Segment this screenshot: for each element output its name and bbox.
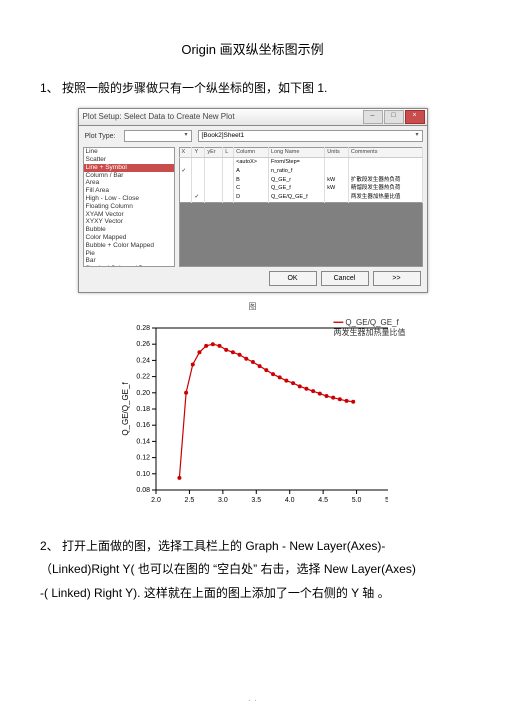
table-row[interactable]: ✓An_ratio_f — [179, 167, 422, 176]
svg-text:2.5: 2.5 — [184, 497, 194, 504]
svg-text:0.18: 0.18 — [136, 406, 150, 413]
chart: ━━ Q_GE/Q_GE_f 两发生器加热量比值 0.080.100.120.1… — [118, 320, 388, 515]
chart-legend: ━━ Q_GE/Q_GE_f 两发生器加热量比值 — [334, 318, 406, 337]
cancel-button[interactable]: Cancel — [321, 271, 369, 286]
table-header: yEr — [205, 148, 223, 158]
plot-type-item[interactable]: XYXY Vector — [84, 218, 174, 226]
plot-type-dropdown[interactable]: ▾ — [124, 130, 192, 142]
svg-text:3.0: 3.0 — [217, 497, 227, 504]
svg-text:4.5: 4.5 — [318, 497, 328, 504]
svg-text:0.20: 0.20 — [136, 390, 150, 397]
svg-text:0.14: 0.14 — [136, 439, 150, 446]
svg-text:0.12: 0.12 — [136, 455, 150, 462]
minimize-button[interactable]: – — [363, 110, 383, 124]
column-table[interactable]: XYyErLColumnLong NameUnitsComments<autoX… — [179, 147, 423, 203]
page-title: Origin 画双纵坐标图示例 — [40, 40, 465, 61]
more-button[interactable]: >> — [373, 271, 421, 286]
table-row[interactable]: BQ_GE_rkW扩散段发生器热负荷 — [179, 176, 422, 185]
plot-type-item[interactable]: Color Mapped — [84, 234, 174, 242]
svg-text:5.0: 5.0 — [351, 497, 361, 504]
plot-type-item[interactable]: Floating Column — [84, 203, 174, 211]
step-1-text: 1、 按照一般的步骤做只有一个纵坐标的图，如下图 1. — [40, 79, 465, 98]
dialog-footer: OK Cancel >> — [83, 267, 423, 288]
plot-type-item[interactable]: Line — [84, 148, 174, 156]
dialog-title-text: Plot Setup: Select Data to Create New Pl… — [83, 111, 235, 124]
plot-type-label: Plot Type: — [83, 130, 118, 143]
table-header: Comments — [348, 148, 422, 158]
svg-text:3.5: 3.5 — [251, 497, 261, 504]
table-header: Y — [192, 148, 205, 158]
plot-type-item[interactable]: Bubble + Color Mapped — [84, 242, 174, 250]
svg-text:4.0: 4.0 — [284, 497, 294, 504]
svg-text:0.08: 0.08 — [136, 487, 150, 494]
window-controls: – □ × — [363, 110, 425, 124]
dialog-titlebar: Plot Setup: Select Data to Create New Pl… — [78, 108, 428, 126]
table-header: L — [223, 148, 234, 158]
step2-line3: -( Linked) Right Y). 这样就在上面的图上添加了一个右侧的 Y… — [40, 582, 465, 605]
svg-text:2.0: 2.0 — [151, 497, 161, 504]
dialog-caption: 图 — [40, 301, 465, 314]
sheet-dropdown[interactable]: [Book2]Sheet1 ▾ — [198, 130, 423, 142]
table-header: Column — [234, 148, 269, 158]
step2-line1: 2、 打开上面做的图，选择工具栏上的 Graph - New Layer(Axe… — [40, 535, 465, 558]
plot-type-item[interactable]: High - Low - Close — [84, 195, 174, 203]
plot-type-item[interactable]: Line + Symbol — [84, 164, 174, 172]
page-footer: . . — [0, 690, 505, 708]
sheet-dropdown-value: [Book2]Sheet1 — [202, 131, 245, 141]
plot-type-item[interactable]: Fill Area — [84, 187, 174, 195]
close-button[interactable]: × — [405, 110, 425, 124]
table-row[interactable]: <autoX>From/Step= — [179, 157, 422, 166]
chart-svg: 0.08 0.10 0.12 0.14 0.16 0.18 0.20 0.22 0.24 0.26… — [118, 320, 388, 510]
plot-type-item[interactable]: Pie — [84, 250, 174, 258]
table-row[interactable]: ✓DQ_GE/Q_GE_f两发生器加热量比值 — [179, 193, 422, 202]
svg-text:0.22: 0.22 — [136, 374, 150, 381]
table-header: X — [179, 148, 192, 158]
svg-text:0.24: 0.24 — [136, 358, 150, 365]
plot-setup-dialog: Plot Setup: Select Data to Create New Pl… — [78, 108, 428, 293]
plot-type-item[interactable]: Bubble — [84, 226, 174, 234]
svg-text:0.26: 0.26 — [136, 341, 150, 348]
plot-type-item[interactable]: Scatter — [84, 156, 174, 164]
plot-type-item[interactable]: Area — [84, 179, 174, 187]
step-2-text: 2、 打开上面做的图，选择工具栏上的 Graph - New Layer(Axe… — [40, 535, 465, 605]
document-page: Origin 画双纵坐标图示例 1、 按照一般的步骤做只有一个纵坐标的图，如下图… — [0, 0, 505, 714]
plot-type-list[interactable]: LineScatterLine + SymbolColumn / BarArea… — [83, 147, 175, 267]
ok-button[interactable]: OK — [269, 271, 317, 286]
svg-text:0.16: 0.16 — [136, 422, 150, 429]
plot-type-item[interactable]: Bar — [84, 257, 174, 265]
preview-canvas — [179, 203, 423, 267]
dialog-body: Plot Type: ▾ [Book2]Sheet1 ▾ LineScatter… — [78, 126, 428, 293]
table-header: Long Name — [268, 148, 324, 158]
plot-type-item[interactable]: Column / Bar — [84, 172, 174, 180]
svg-text:0.28: 0.28 — [136, 325, 150, 332]
svg-text:0.10: 0.10 — [136, 471, 150, 478]
legend-item-2: 两发生器加热量比值 — [334, 328, 406, 338]
plot-type-item[interactable]: Stacked Column / Bar — [84, 265, 174, 267]
svg-text:5.5: 5.5 — [385, 497, 388, 504]
step2-line2: （Linked)Right Y( 也可以在图的 “空白处” 右击，选择 New … — [40, 558, 465, 581]
table-header: Units — [325, 148, 349, 158]
table-row[interactable]: CQ_GE_fkW精馏段发生器热负荷 — [179, 184, 422, 193]
plot-type-item[interactable]: XYAM Vector — [84, 211, 174, 219]
data-area: XYyErLColumnLong NameUnitsComments<autoX… — [179, 147, 423, 267]
maximize-button[interactable]: □ — [384, 110, 404, 124]
legend-item-1: Q_GE/Q_GE_f — [345, 318, 398, 327]
svg-text:Q_GE/Q_GE_f: Q_GE/Q_GE_f — [121, 382, 130, 436]
